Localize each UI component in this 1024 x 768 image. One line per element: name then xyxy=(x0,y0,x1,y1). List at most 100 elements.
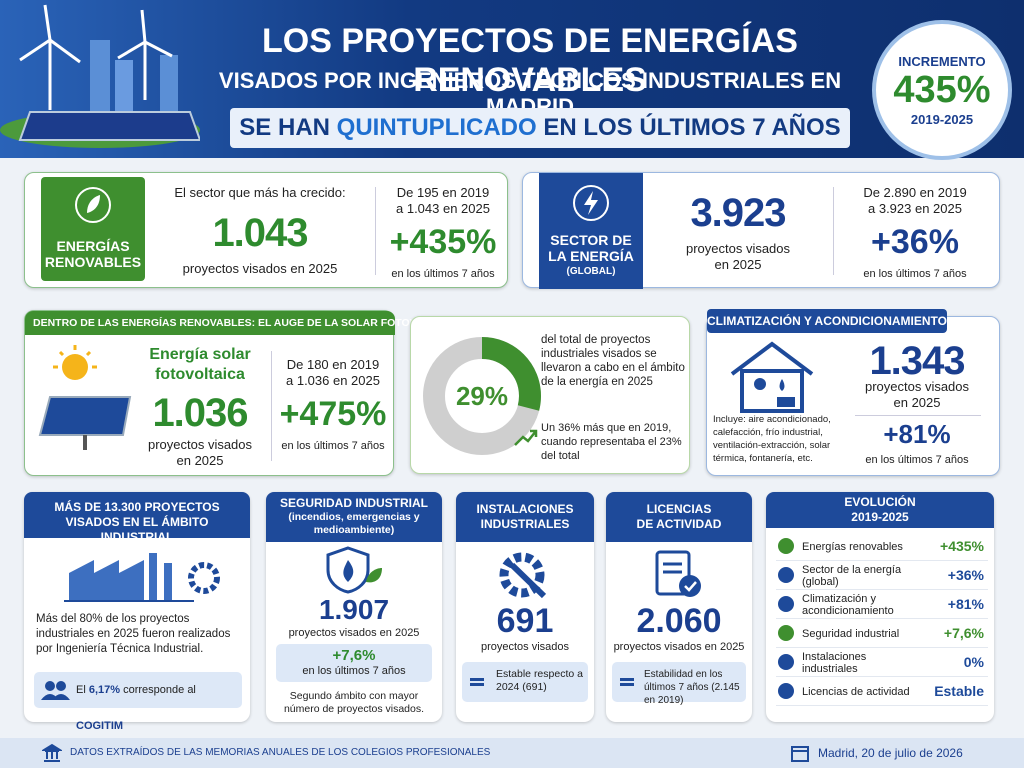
energy-card: SECTOR DE LA ENERGÍA (GLOBAL) 3.923 proy… xyxy=(522,172,1000,289)
security-caption: proyectos visados en 2025 xyxy=(288,627,420,639)
calendar-icon xyxy=(791,746,809,762)
evolution-row: Instalaciones industriales 0% xyxy=(776,648,988,677)
row-value: +36% xyxy=(947,567,984,583)
climate-card: CLIMATIZACIÓN Y ACONDICIONAMIENTO 1.343 … xyxy=(706,309,1000,476)
subtitle-post: EN LOS ÚLTIMOS 7 AÑOS xyxy=(543,114,841,141)
heading-line: EVOLUCIÓN xyxy=(844,495,916,509)
renewables-range: De 195 en 2019 a 1.043 en 2025 xyxy=(377,185,509,217)
range-line: De 180 en 2019 xyxy=(286,357,380,372)
energy-growth: +36% xyxy=(871,223,959,261)
row-icon xyxy=(778,538,794,554)
licenses-heading: LICENCIAS DE ACTIVIDAD xyxy=(606,492,752,542)
renewables-value: 1.043 xyxy=(212,211,308,255)
donut-label: 29% xyxy=(456,381,508,411)
solar-caption: proyectos visados en 2025 xyxy=(135,437,265,469)
licenses-note: Estabilidad en los últimos 7 años (2.145… xyxy=(612,662,746,706)
evolution-row: Climatización y acondicionamiento +81% xyxy=(776,590,988,619)
row-value: +7,6% xyxy=(943,625,984,641)
heading-line: DE ACTIVIDAD xyxy=(636,517,722,531)
energy-range: De 2.890 en 2019 a 3.923 en 2025 xyxy=(835,185,995,217)
share-note: Un 36% más que en 2019, cuando represent… xyxy=(541,422,682,462)
note-org: COGITIM xyxy=(76,720,124,732)
subtitle-key: QUINTUPLICADO xyxy=(336,114,537,141)
security-note: Segundo ámbito con mayor número de proye… xyxy=(283,690,425,715)
energy-tag: SECTOR DE LA ENERGÍA (GLOBAL) xyxy=(539,173,643,289)
row-icon xyxy=(778,625,794,641)
security-value: 1.907 xyxy=(318,594,390,625)
security-sub: (incendios, emergencias y medioambiente) xyxy=(288,511,420,536)
renewables-caption: proyectos visados en 2025 xyxy=(182,261,338,276)
leaf-icon xyxy=(75,187,111,223)
energy-tag-line2: LA ENERGÍA xyxy=(548,248,634,264)
donut: 29% xyxy=(423,337,541,455)
header: LOS PROYECTOS DE ENERGÍAS RENOVABLES VIS… xyxy=(0,0,1024,160)
range-line: a 3.923 en 2025 xyxy=(868,201,962,216)
renewables-tag: ENERGÍAS RENOVABLES xyxy=(41,177,145,281)
security-period: en los últimos 7 años xyxy=(302,665,406,677)
solar-period: en los últimos 7 años xyxy=(281,440,385,452)
caption-line: en 2025 xyxy=(893,395,941,410)
institution-icon xyxy=(42,743,62,762)
heading-line: 2019-2025 xyxy=(851,510,909,524)
solar-icon xyxy=(38,345,132,450)
row-label: Energías renovables xyxy=(802,540,903,553)
installations-card: INSTALACIONES INDUSTRIALES 691 proyectos … xyxy=(456,492,594,722)
row-value: +81% xyxy=(947,596,984,612)
row-value: Estable xyxy=(934,683,984,699)
subtitle: SE HAN QUINTUPLICADO EN LOS ÚLTIMOS 7 AÑ… xyxy=(230,108,850,148)
climate-value: 1.343 xyxy=(869,339,965,383)
house-icon xyxy=(730,341,814,413)
row-icon xyxy=(778,683,794,699)
heading-line: VISADOS EN EL ÁMBITO INDUSTRIAL xyxy=(65,515,209,544)
licenses-card: LICENCIAS DE ACTIVIDAD 2.060 proyectos vi… xyxy=(606,492,752,722)
heading-line: MÁS DE 13.300 PROYECTOS xyxy=(54,500,220,514)
evolution-row: Energías renovables +435% xyxy=(776,532,988,561)
row-value: 0% xyxy=(963,654,984,670)
heading-line: INSTALACIONES xyxy=(476,502,574,516)
caption-line: en 2025 xyxy=(176,453,224,468)
row-icon xyxy=(778,654,794,670)
subtitle-pre: SE HAN xyxy=(239,114,330,141)
solar-card: DENTRO DE LAS ENERGÍAS RENOVABLES: EL AU… xyxy=(24,310,462,476)
renewables-growth: +435% xyxy=(389,223,497,261)
industrial-text: Más del 80% de los proyectos industriale… xyxy=(36,613,231,655)
row-label: Instalaciones industriales xyxy=(802,650,867,675)
heading-line: LICENCIAS xyxy=(646,502,712,516)
licenses-value: 2.060 xyxy=(636,602,722,640)
renewables-tag-line1: ENERGÍAS xyxy=(56,238,130,254)
installations-caption: proyectos visados xyxy=(480,641,570,653)
people-icon xyxy=(41,681,70,700)
gear-icon xyxy=(499,552,547,599)
climate-caption: proyectos visados en 2025 xyxy=(837,379,997,411)
badge-label: INCREMENTO xyxy=(898,54,986,69)
note-mid: corresponde al xyxy=(123,684,196,696)
evolution-list: Energías renovables +435% Sector de la ene… xyxy=(776,532,988,706)
title-line1: LOS PROYECTOS DE ENERGÍAS RENOVABLES xyxy=(262,22,798,99)
solar-growth: +475% xyxy=(279,395,387,433)
security-card: SEGURIDAD INDUSTRIAL (incendios, emergenc… xyxy=(266,492,442,722)
header-illustration xyxy=(0,4,200,148)
row-label: Licencias de actividad xyxy=(802,685,910,698)
solar-value: 1.036 xyxy=(152,391,248,435)
donut-arc xyxy=(423,337,541,455)
note-pre: El xyxy=(76,684,86,696)
caption-line: proyectos visados xyxy=(864,379,970,394)
share-text: del total de proyectos industriales visa… xyxy=(541,334,685,388)
document-icon xyxy=(655,550,701,597)
security-heading-box: SEGURIDAD INDUSTRIAL (incendios, emergenc… xyxy=(266,492,442,542)
title-line2: VISADOS POR INGENIEROS TÉCNICOS INDUSTRI… xyxy=(218,68,842,119)
security-heading: SEGURIDAD INDUSTRIAL xyxy=(279,496,428,510)
climate-includes: Incluye: aire acondicionado, calefacción… xyxy=(713,414,831,464)
installations-note: Estable respecto a 2024 (691) xyxy=(462,662,588,702)
licenses-caption: proyectos visados en 2025 xyxy=(613,641,745,653)
climate-period: en los últimos 7 años xyxy=(865,454,969,466)
energy-period: en los últimos 7 años xyxy=(863,268,967,280)
evolution-card: EVOLUCIÓN 2019-2025 Energías renovables +4… xyxy=(766,492,994,722)
solar-name: Energía solar fotovoltaica xyxy=(135,345,265,385)
footer-source: DATOS EXTRAÍDOS DE LAS MEMORIAS ANUALES … xyxy=(70,747,491,758)
footer-date: Madrid, 20 de julio de 2026 xyxy=(818,746,963,760)
range-line: De 195 en 2019 xyxy=(396,185,490,200)
energy-value: 3.923 xyxy=(690,191,786,235)
security-growth-box: +7,6% en los últimos 7 años xyxy=(276,644,432,682)
